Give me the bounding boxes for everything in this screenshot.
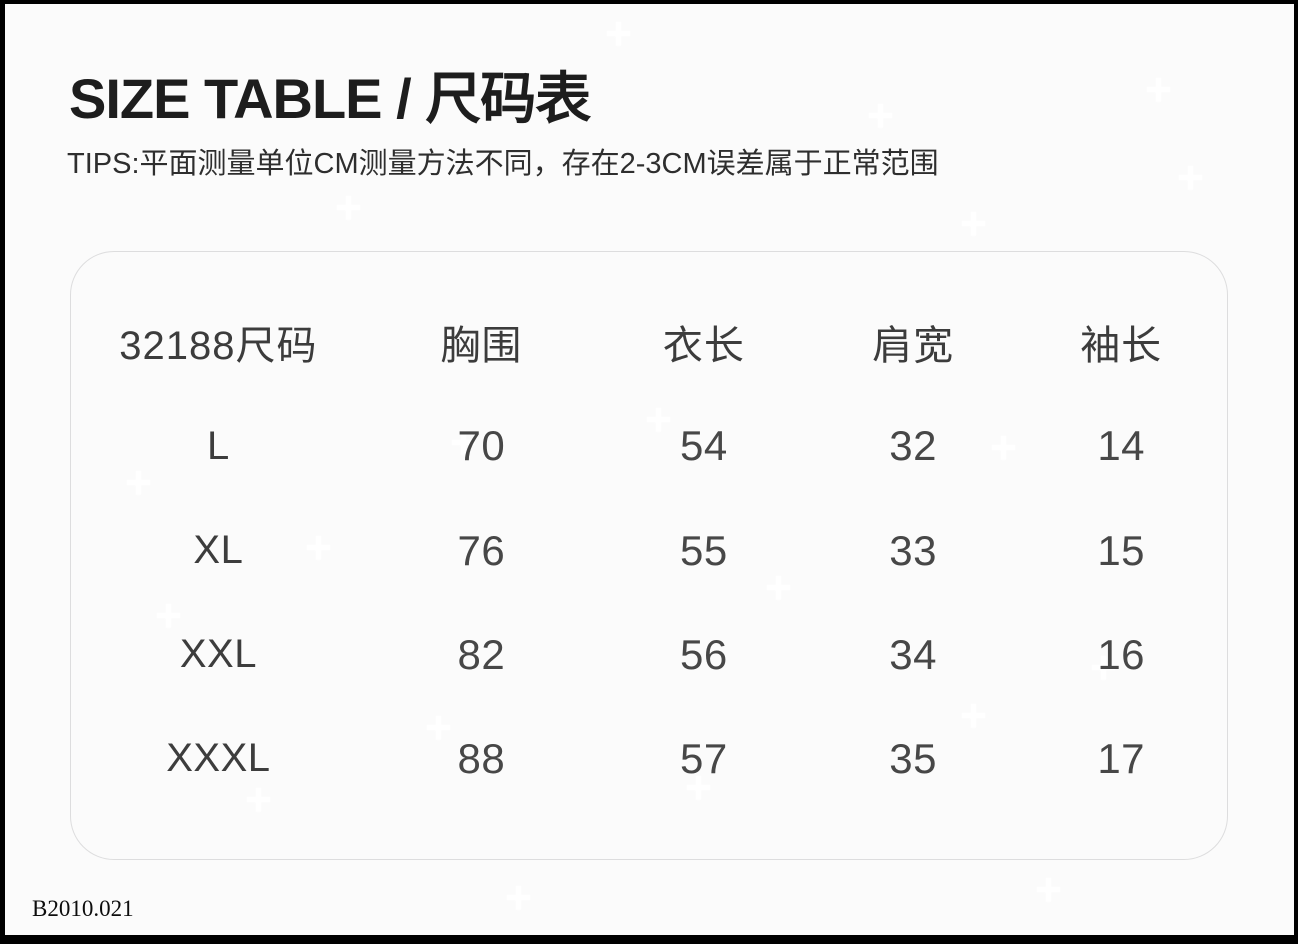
bust-value: 82 [457, 630, 506, 678]
shoulder-value: 34 [889, 630, 937, 678]
length-value: 57 [680, 734, 728, 782]
column-header-shoulder: 肩宽 [872, 324, 955, 369]
shoulder-value: 35 [889, 734, 937, 782]
length-value: 54 [680, 422, 728, 470]
sleeve-value: 16 [1097, 630, 1146, 678]
sleeve-value: 15 [1097, 526, 1146, 574]
sleeve-value: 17 [1097, 734, 1146, 782]
column-header-bust: 胸围 [440, 324, 523, 369]
size-label: L [207, 423, 230, 468]
size-table-header-row: 32188尺码 胸围 衣长 肩宽 袖长 [71, 290, 1227, 394]
bust-value: 76 [457, 526, 506, 574]
product-code: B2010.021 [32, 896, 134, 921]
bust-value: 88 [457, 734, 506, 782]
size-table-card: 32188尺码 胸围 衣长 肩宽 袖长 L 70 54 32 14 XL 76 … [70, 251, 1228, 860]
measurement-tips-text: TIPS:平面测量单位CM测量方法不同，存在2-3CM误差属于正常范围 [67, 148, 939, 180]
size-chart-page: + + + + + + + + + + + + + + + + + + + + … [5, 4, 1294, 935]
sleeve-value: 14 [1097, 422, 1146, 470]
table-row-xxxl: XXXL 88 57 35 17 [71, 707, 1227, 811]
column-header-size: 32188尺码 [119, 324, 318, 369]
table-row-xl: XL 76 55 33 15 [71, 498, 1227, 602]
column-header-sleeve: 袖长 [1080, 324, 1163, 369]
column-header-length: 衣长 [662, 324, 745, 369]
table-row-l: L 70 54 32 14 [71, 394, 1227, 498]
table-row-xxl: XXL 82 56 34 16 [71, 603, 1227, 707]
size-label: XL [193, 528, 244, 572]
shoulder-value: 32 [889, 422, 937, 470]
shoulder-value: 33 [889, 526, 937, 574]
bust-value: 70 [457, 422, 506, 470]
size-label: XXXL [166, 736, 271, 781]
length-value: 56 [680, 630, 728, 678]
length-value: 55 [680, 526, 728, 574]
size-label: XXL [179, 632, 257, 677]
page-title: SIZE TABLE / 尺码表 [69, 67, 591, 130]
